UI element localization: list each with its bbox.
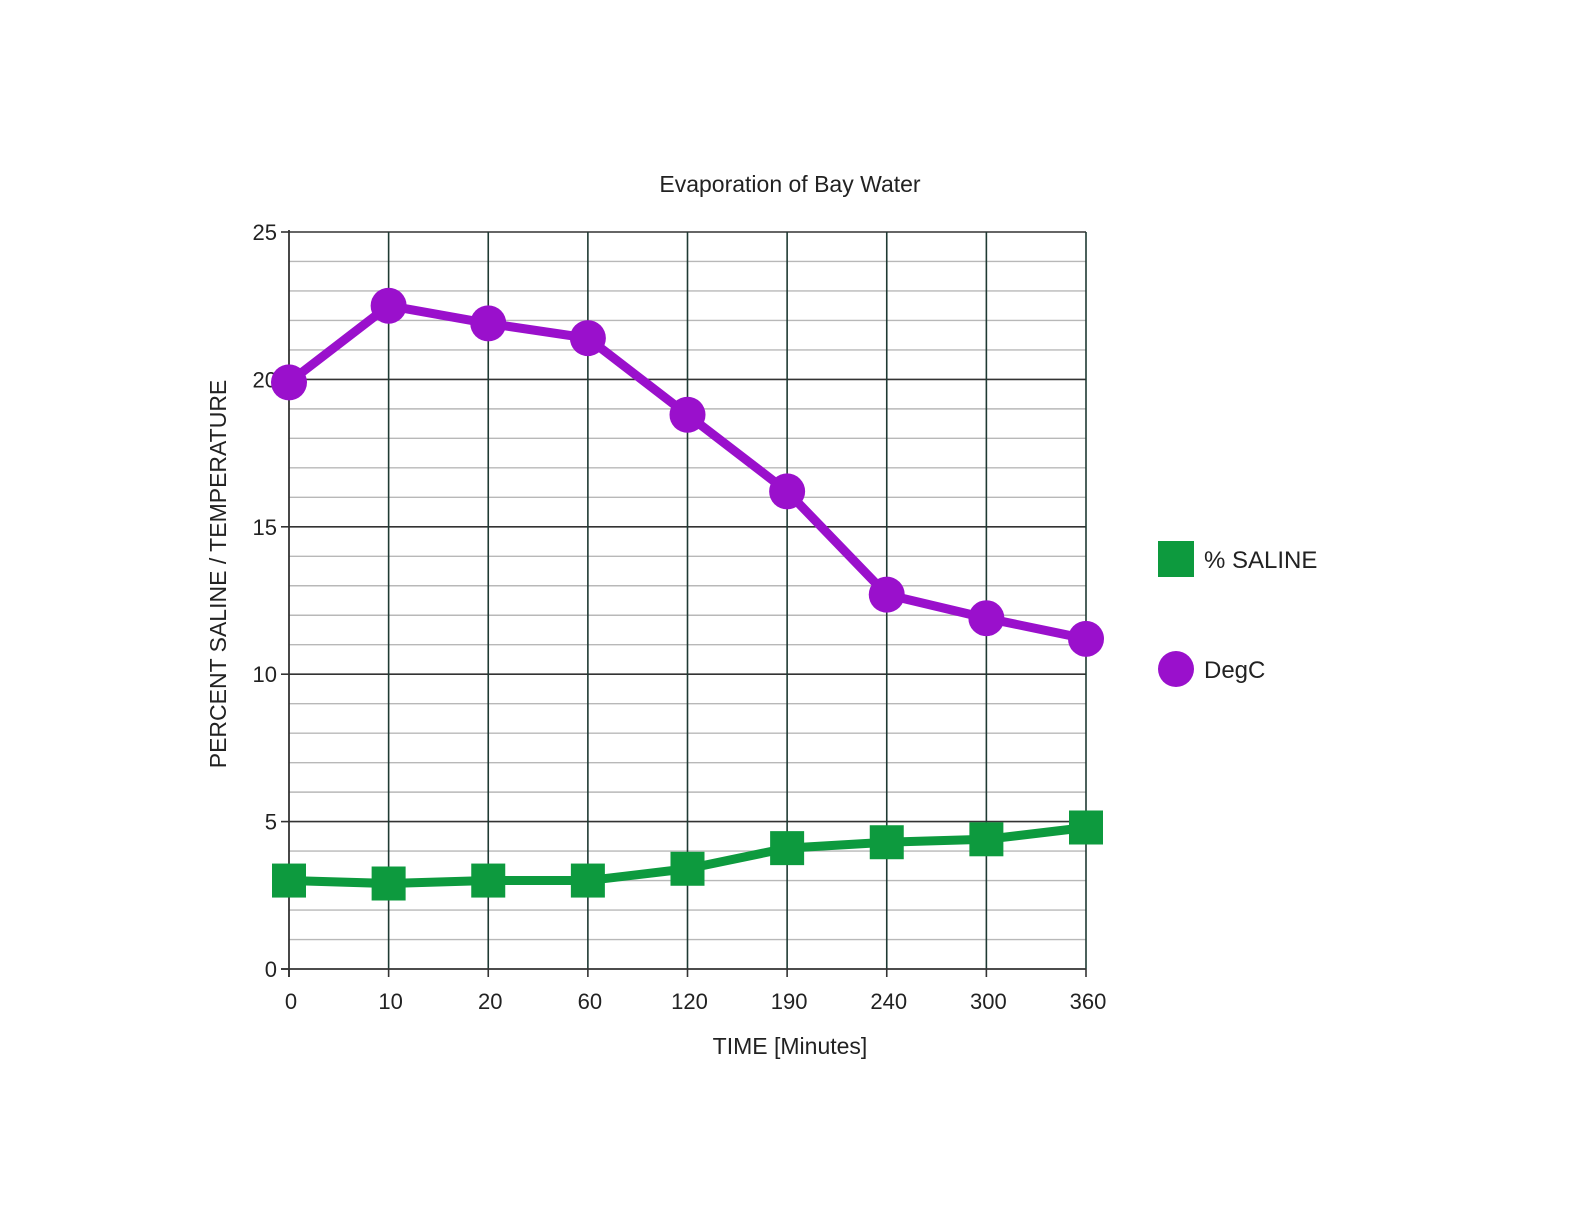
y-axis-title: PERCENT SALINE / TEMPERATURE — [205, 380, 231, 769]
y-tick-label: 0 — [265, 957, 277, 982]
grid — [289, 231, 1087, 969]
series-markers — [271, 287, 1104, 901]
axes — [281, 230, 1086, 977]
data-point-square — [371, 866, 406, 901]
x-tick-label: 190 — [771, 989, 808, 1014]
legend-swatch-circle — [1158, 651, 1194, 687]
data-point-square — [1069, 810, 1103, 845]
x-tick-label: 20 — [478, 989, 502, 1014]
data-point-circle — [968, 600, 1005, 637]
legend-swatch-square — [1158, 541, 1194, 577]
data-point-circle — [271, 364, 307, 401]
x-axis-title: TIME [Minutes] — [713, 1033, 868, 1059]
x-tick-label: 240 — [870, 989, 907, 1014]
data-point-square — [272, 863, 306, 898]
chart-title: Evaporation of Bay Water — [659, 171, 921, 197]
data-point-square — [670, 851, 705, 886]
x-tick-label: 60 — [578, 989, 602, 1014]
data-point-square — [471, 863, 506, 898]
data-point-circle — [569, 320, 606, 357]
legend-label: DegC — [1204, 657, 1265, 684]
data-point-circle — [1068, 620, 1104, 657]
x-tick-label: 360 — [1070, 989, 1107, 1014]
x-tick-label: 0 — [285, 989, 297, 1014]
data-point-square — [869, 825, 904, 860]
data-point-circle — [669, 396, 706, 433]
y-tick-label: 25 — [253, 220, 277, 245]
y-tick-label: 10 — [253, 662, 277, 687]
x-tick-labels: 0 10 20 60 120 190 240 300 360 — [285, 969, 1106, 1014]
data-point-circle — [769, 473, 806, 510]
x-tick-label: 10 — [378, 989, 402, 1014]
y-tick-label: 5 — [265, 810, 277, 835]
legend: % SALINE DegC — [1158, 541, 1317, 687]
data-point-square — [570, 863, 605, 898]
x-tick-label: 300 — [970, 989, 1007, 1014]
data-point-square — [770, 831, 805, 866]
legend-label: % SALINE — [1204, 547, 1317, 574]
x-tick-label: 120 — [671, 989, 708, 1014]
y-tick-label: 15 — [253, 515, 277, 540]
data-point-circle — [370, 287, 407, 324]
data-point-circle — [470, 305, 507, 342]
data-point-circle — [868, 576, 905, 613]
data-point-square — [969, 822, 1004, 857]
